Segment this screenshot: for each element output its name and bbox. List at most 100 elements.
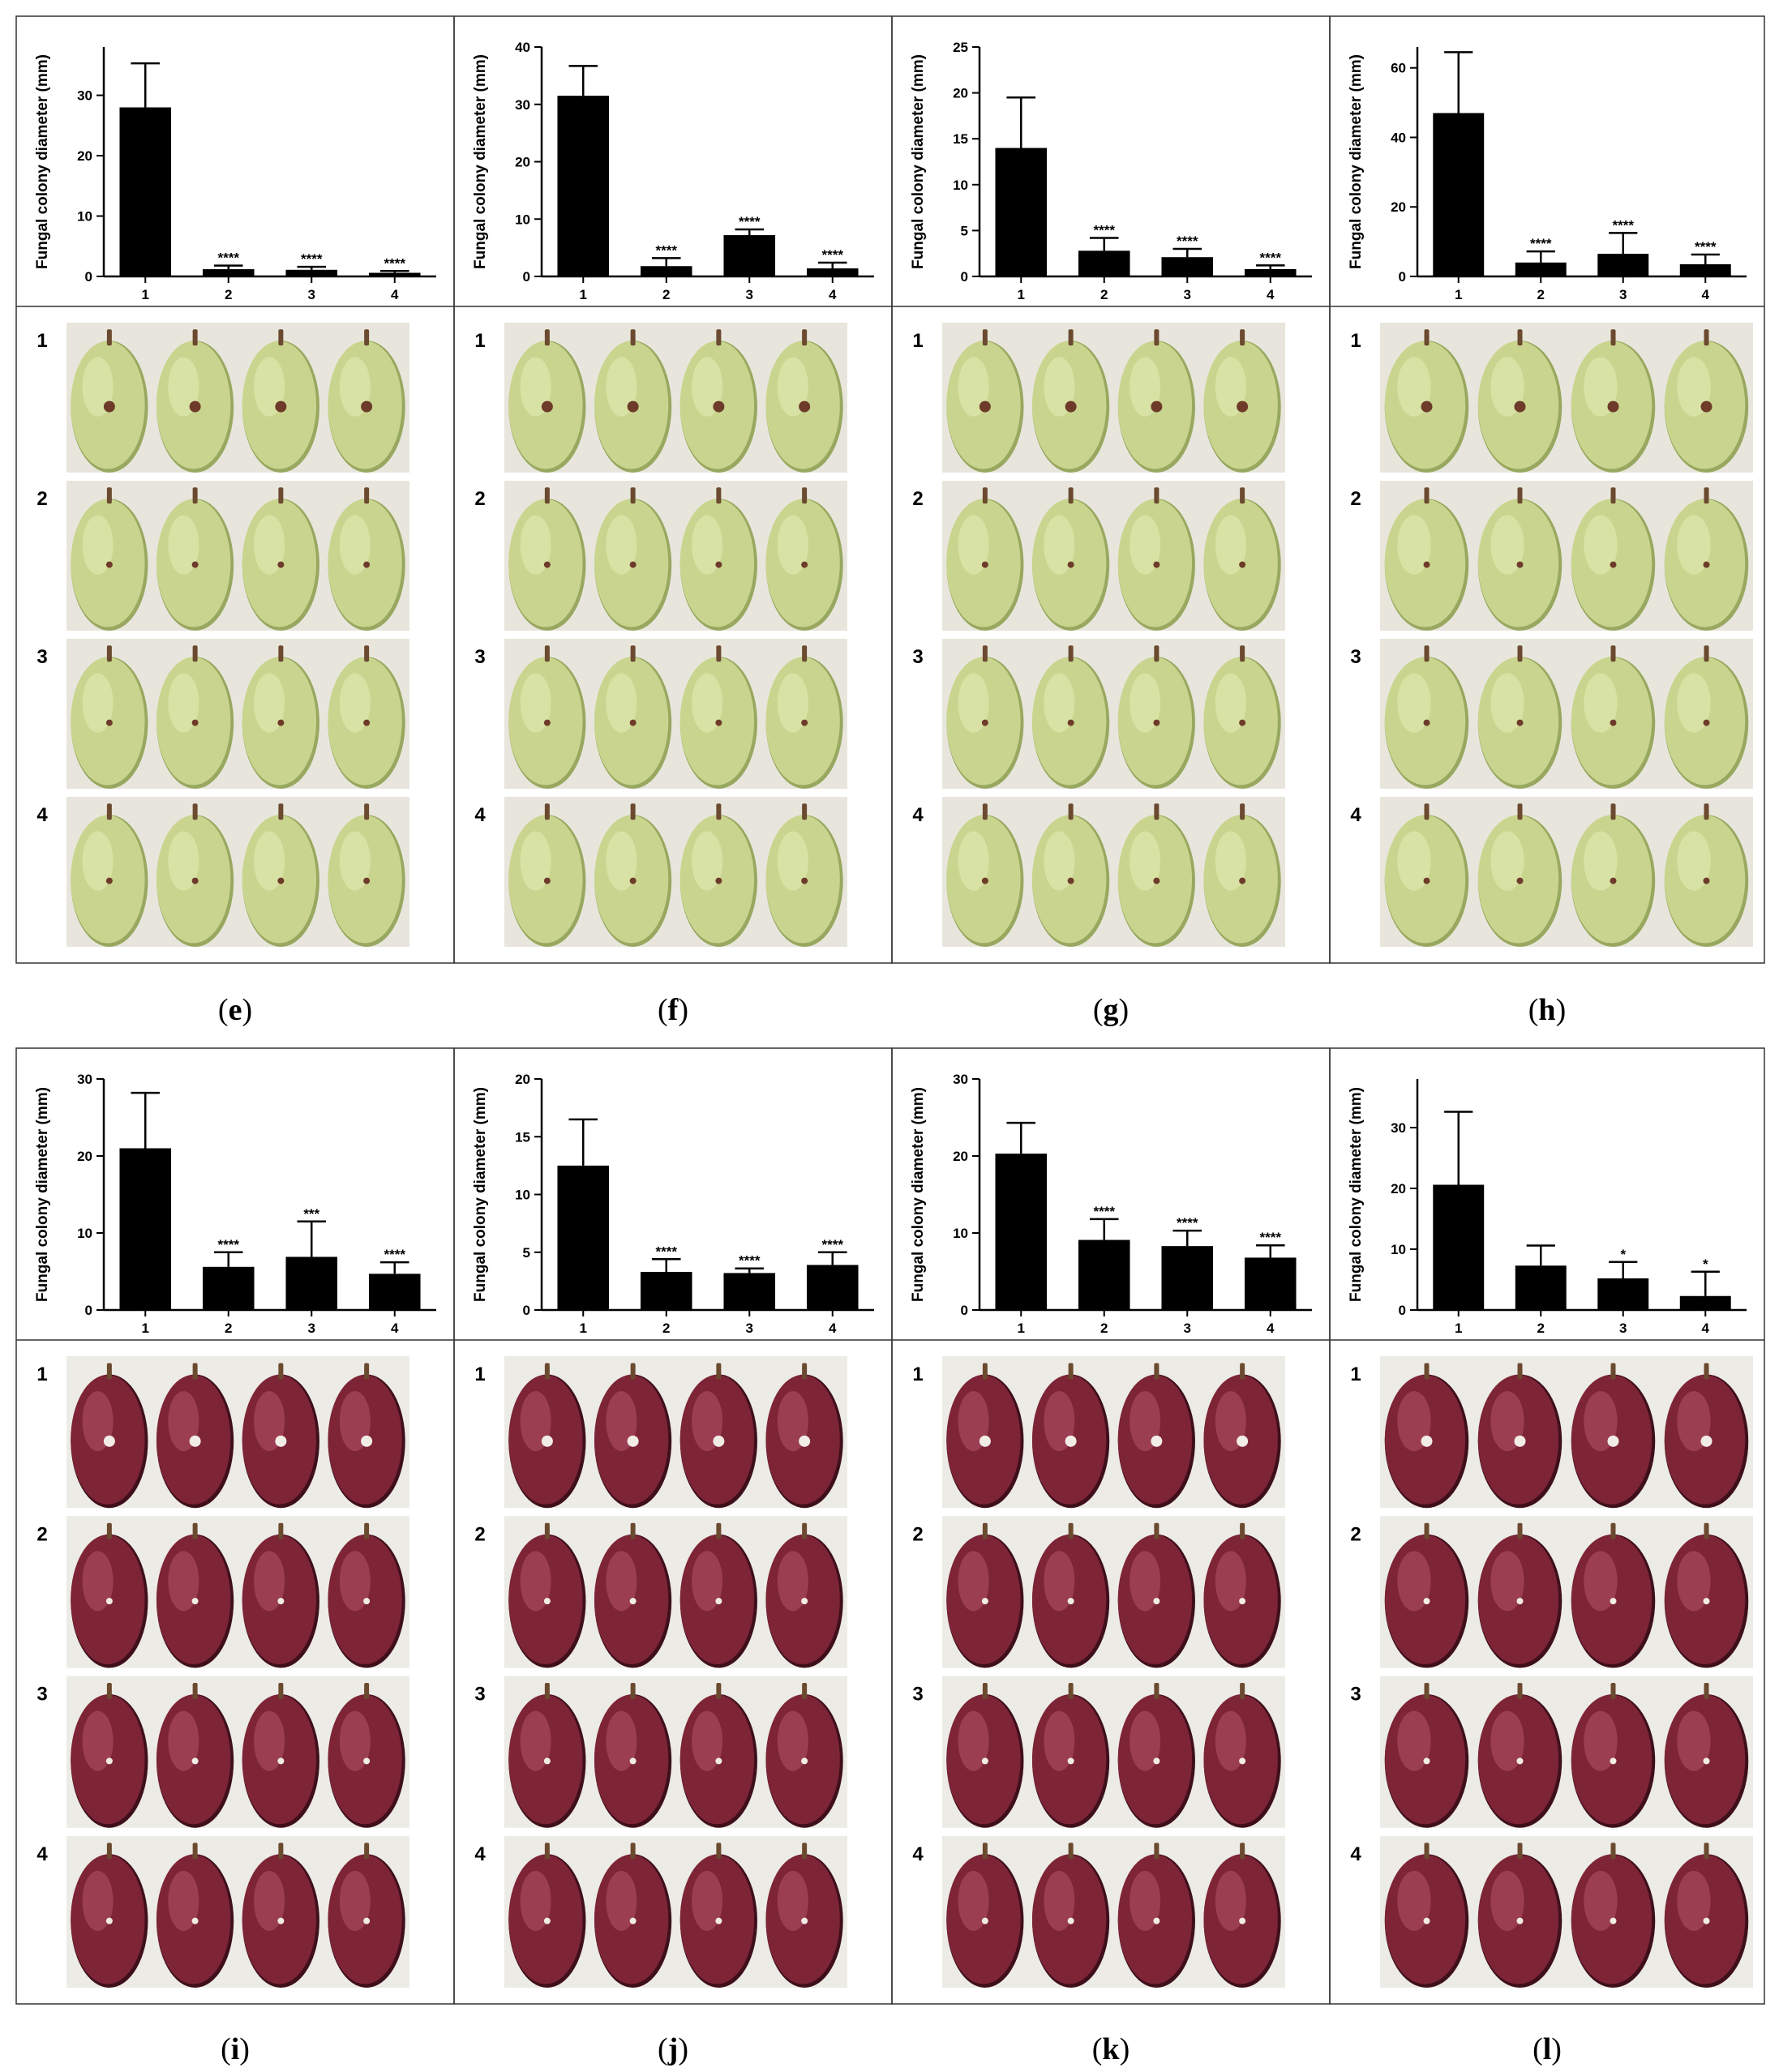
y-tick-label: 0 bbox=[523, 1303, 530, 1318]
x-tick-label: 3 bbox=[1184, 287, 1191, 302]
grape-stem bbox=[1068, 803, 1074, 820]
y-axis-label: Fungal colony diameter (mm) bbox=[910, 1087, 927, 1302]
grape-highlight bbox=[1490, 673, 1524, 733]
grape-stem bbox=[278, 1843, 284, 1860]
y-axis-label: Fungal colony diameter (mm) bbox=[34, 1087, 51, 1302]
bar-3 bbox=[723, 1273, 776, 1310]
grape-stem bbox=[1154, 1363, 1160, 1380]
grape-stem bbox=[364, 329, 370, 346]
y-tick-label: 10 bbox=[953, 1226, 968, 1241]
inoculation-wound bbox=[277, 561, 285, 568]
grape-stem bbox=[1240, 1682, 1245, 1699]
grape-highlight bbox=[1130, 357, 1161, 417]
grape-highlight bbox=[1490, 1551, 1524, 1612]
grape-highlight bbox=[168, 357, 199, 417]
grape-photo bbox=[1380, 481, 1753, 631]
bar-4 bbox=[1244, 1257, 1297, 1310]
inoculation-wound bbox=[981, 1757, 988, 1765]
grape-photo bbox=[66, 1356, 409, 1509]
grape-stem bbox=[716, 1522, 722, 1539]
inoculation-wound bbox=[629, 561, 637, 568]
grape-stem bbox=[630, 487, 636, 504]
inoculation-wound bbox=[105, 561, 113, 568]
grape-stem bbox=[364, 1843, 370, 1860]
inoculation-wound bbox=[1065, 400, 1077, 413]
bar-1 bbox=[1433, 1184, 1485, 1310]
inoculation-wound bbox=[1423, 1757, 1430, 1765]
grape-stem bbox=[716, 1363, 722, 1380]
grape-stem bbox=[192, 1522, 198, 1539]
grape-stem bbox=[544, 1682, 550, 1699]
y-tick-label: 30 bbox=[77, 88, 92, 104]
significance-label: **** bbox=[301, 251, 323, 267]
photo-row-label: 2 bbox=[36, 488, 47, 510]
grape-highlight bbox=[520, 1870, 551, 1931]
grape-highlight bbox=[82, 831, 114, 891]
grape-photos-g: 1 2 3 4 bbox=[912, 323, 1285, 947]
inoculation-wound bbox=[275, 1435, 287, 1447]
inoculation-wound bbox=[191, 1598, 199, 1605]
grape-highlight bbox=[1397, 1551, 1431, 1612]
bar-chart-j: Fungal colony diameter (mm) 0 5 10 15 20 1 ****… bbox=[472, 1072, 874, 1336]
y-tick-label: 10 bbox=[515, 1188, 530, 1203]
bar-1 bbox=[995, 1154, 1048, 1310]
grape-highlight bbox=[520, 831, 551, 891]
grape-stem bbox=[1610, 1522, 1616, 1539]
grape-photo bbox=[66, 1835, 409, 1989]
inoculation-wound bbox=[361, 400, 373, 413]
significance-label: **** bbox=[1094, 222, 1116, 238]
grape-stem bbox=[1704, 645, 1709, 662]
caption-open: ( bbox=[658, 993, 668, 1027]
significance-label: **** bbox=[384, 255, 406, 271]
caption-letter: i bbox=[231, 2032, 240, 2066]
grape-stem bbox=[1154, 1522, 1160, 1539]
inoculation-wound bbox=[1423, 877, 1430, 884]
grape-highlight bbox=[1677, 357, 1711, 417]
grape-photos-i: 1 2 3 4 bbox=[36, 1356, 409, 1989]
inoculation-wound bbox=[543, 1917, 551, 1924]
bar-1 bbox=[557, 96, 610, 276]
photo-row-label: 1 bbox=[474, 330, 485, 352]
y-tick-label: 30 bbox=[515, 97, 530, 113]
grape-highlight bbox=[254, 1710, 285, 1771]
grape-stem bbox=[544, 1522, 550, 1539]
bar-1 bbox=[557, 1165, 610, 1310]
inoculation-wound bbox=[1703, 719, 1710, 726]
grape-stem bbox=[1704, 1363, 1709, 1380]
inoculation-wound bbox=[713, 1435, 725, 1447]
photo-row-label: 4 bbox=[474, 1843, 486, 1865]
x-tick-label: 1 bbox=[580, 287, 587, 302]
y-tick-label: 40 bbox=[1391, 130, 1406, 145]
grape-photo bbox=[1380, 1835, 1753, 1989]
inoculation-wound bbox=[1237, 400, 1249, 413]
inoculation-wound bbox=[1607, 400, 1619, 413]
inoculation-wound bbox=[801, 561, 808, 568]
grape-highlight bbox=[606, 1710, 637, 1771]
grape-highlight bbox=[606, 515, 637, 575]
grape-stem bbox=[106, 1843, 112, 1860]
grape-photo bbox=[942, 481, 1285, 631]
inoculation-wound bbox=[103, 400, 115, 413]
grape-highlight bbox=[958, 1870, 989, 1931]
panel-e: Fungal colony diameter (mm) 0 10 20 30 1 **** 2… bbox=[15, 15, 455, 1027]
grape-highlight bbox=[1490, 1391, 1524, 1452]
grape-highlight bbox=[520, 1551, 551, 1612]
grape-highlight bbox=[1677, 515, 1711, 575]
y-tick-label: 20 bbox=[953, 1149, 968, 1164]
x-tick-label: 4 bbox=[1702, 1321, 1710, 1336]
grape-stem bbox=[982, 803, 988, 820]
grape-stem bbox=[278, 1522, 284, 1539]
caption-open: ( bbox=[658, 2032, 668, 2066]
photo-row-label: 1 bbox=[36, 1363, 47, 1385]
grape-stem bbox=[278, 803, 284, 820]
caption-close: ) bbox=[1119, 993, 1130, 1027]
grape-photos-l: 1 2 3 4 bbox=[1350, 1356, 1753, 1989]
grape-stem bbox=[544, 329, 550, 346]
inoculation-wound bbox=[981, 877, 988, 884]
caption-open: ( bbox=[1528, 993, 1539, 1027]
y-tick-label: 20 bbox=[1391, 199, 1406, 215]
grape-stem bbox=[1240, 1522, 1245, 1539]
grape-stem bbox=[1424, 1682, 1430, 1699]
panel-l: Fungal colony diameter (mm) 0 10 20 30 1 2 * 3 * 4… bbox=[1329, 1047, 1765, 2066]
inoculation-wound bbox=[1239, 719, 1246, 726]
